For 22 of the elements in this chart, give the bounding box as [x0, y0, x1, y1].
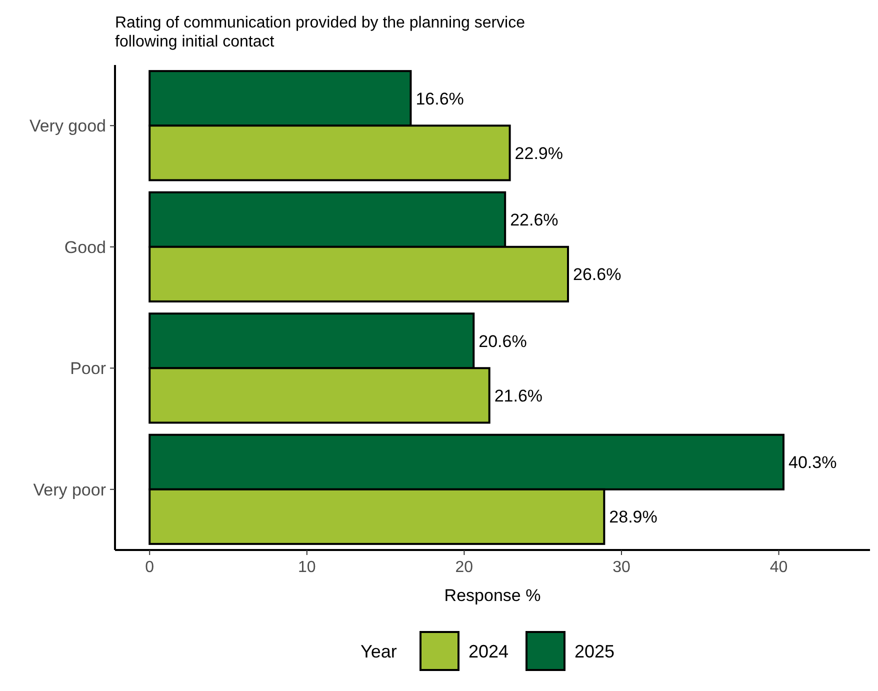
- y-tick-label: Very poor: [33, 480, 106, 500]
- data-label: 22.9%: [514, 144, 564, 163]
- x-tick-label: 20: [455, 559, 474, 576]
- legend-label: 2024: [468, 641, 509, 662]
- x-tick-label: 0: [145, 559, 154, 576]
- data-label: 28.9%: [609, 508, 658, 527]
- x-tick-label: 40: [770, 559, 788, 576]
- data-label: 40.3%: [788, 453, 837, 472]
- data-label: 16.6%: [416, 89, 464, 108]
- x-tick-label: 10: [298, 559, 316, 576]
- data-label: 20.6%: [478, 332, 527, 351]
- legend-label: 2025: [574, 641, 615, 662]
- legend-title: Year: [360, 641, 397, 662]
- data-label: 21.6%: [494, 386, 543, 406]
- x-axis-title: Response %: [444, 586, 541, 605]
- y-tick-label: Very good: [29, 116, 106, 136]
- chart-title: Rating of communication provided by the planning service following initial contact: [115, 14, 526, 51]
- y-tick-label: Good: [64, 238, 106, 257]
- data-label: 22.6%: [510, 210, 558, 230]
- x-tick-label: 30: [612, 559, 630, 576]
- y-tick-label: Poor: [70, 359, 106, 378]
- data-label: 26.6%: [573, 265, 622, 284]
